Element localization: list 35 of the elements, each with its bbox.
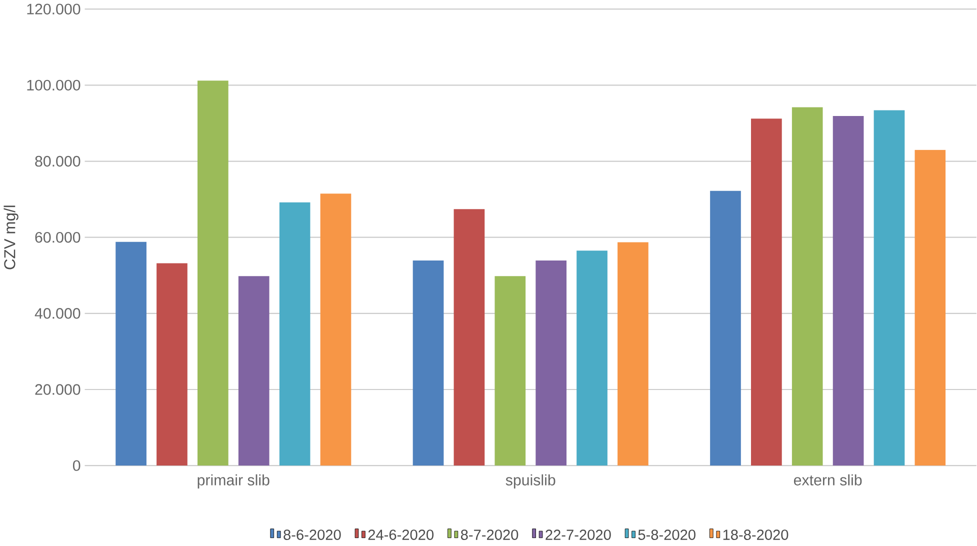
bar bbox=[279, 202, 310, 466]
y-tick-label: 80.000 bbox=[35, 156, 80, 167]
x-tick-label: extern slib bbox=[794, 474, 862, 486]
bar bbox=[751, 118, 782, 466]
bar bbox=[454, 209, 485, 466]
legend-label: 18-8-2020 bbox=[723, 530, 788, 540]
legend-label: 24-6-2020 bbox=[368, 530, 434, 540]
bar bbox=[320, 194, 352, 466]
bar bbox=[536, 260, 567, 466]
legend-label: 5-8-2020 bbox=[638, 530, 696, 540]
bar bbox=[494, 276, 526, 466]
x-tick-label: primair slib bbox=[198, 474, 270, 488]
bar bbox=[197, 80, 228, 466]
y-tick-label: 40.000 bbox=[34, 308, 80, 319]
bar bbox=[156, 263, 188, 466]
bar bbox=[238, 276, 270, 466]
y-axis-title: CZV mg/l bbox=[4, 206, 18, 270]
bar bbox=[832, 116, 864, 466]
x-tick-label: spuislib bbox=[506, 474, 556, 488]
y-tick-label: 20.000 bbox=[35, 384, 80, 395]
bar bbox=[412, 260, 444, 466]
y-tick-label: 100.000 bbox=[27, 80, 80, 91]
bar bbox=[914, 150, 946, 466]
legend-label: 8-7-2020 bbox=[460, 530, 518, 540]
bar bbox=[116, 242, 146, 466]
bar bbox=[576, 250, 608, 466]
legend-label: 8-6-2020 bbox=[284, 530, 341, 540]
bar bbox=[792, 107, 823, 466]
y-tick-label: 120.000 bbox=[27, 4, 80, 14]
legend-label: 22-7-2020 bbox=[546, 530, 611, 540]
bar bbox=[618, 242, 648, 466]
y-tick-label: 60.000 bbox=[35, 232, 80, 243]
y-tick-label: 0 bbox=[72, 460, 80, 471]
bar bbox=[874, 110, 905, 466]
bar bbox=[710, 190, 741, 466]
